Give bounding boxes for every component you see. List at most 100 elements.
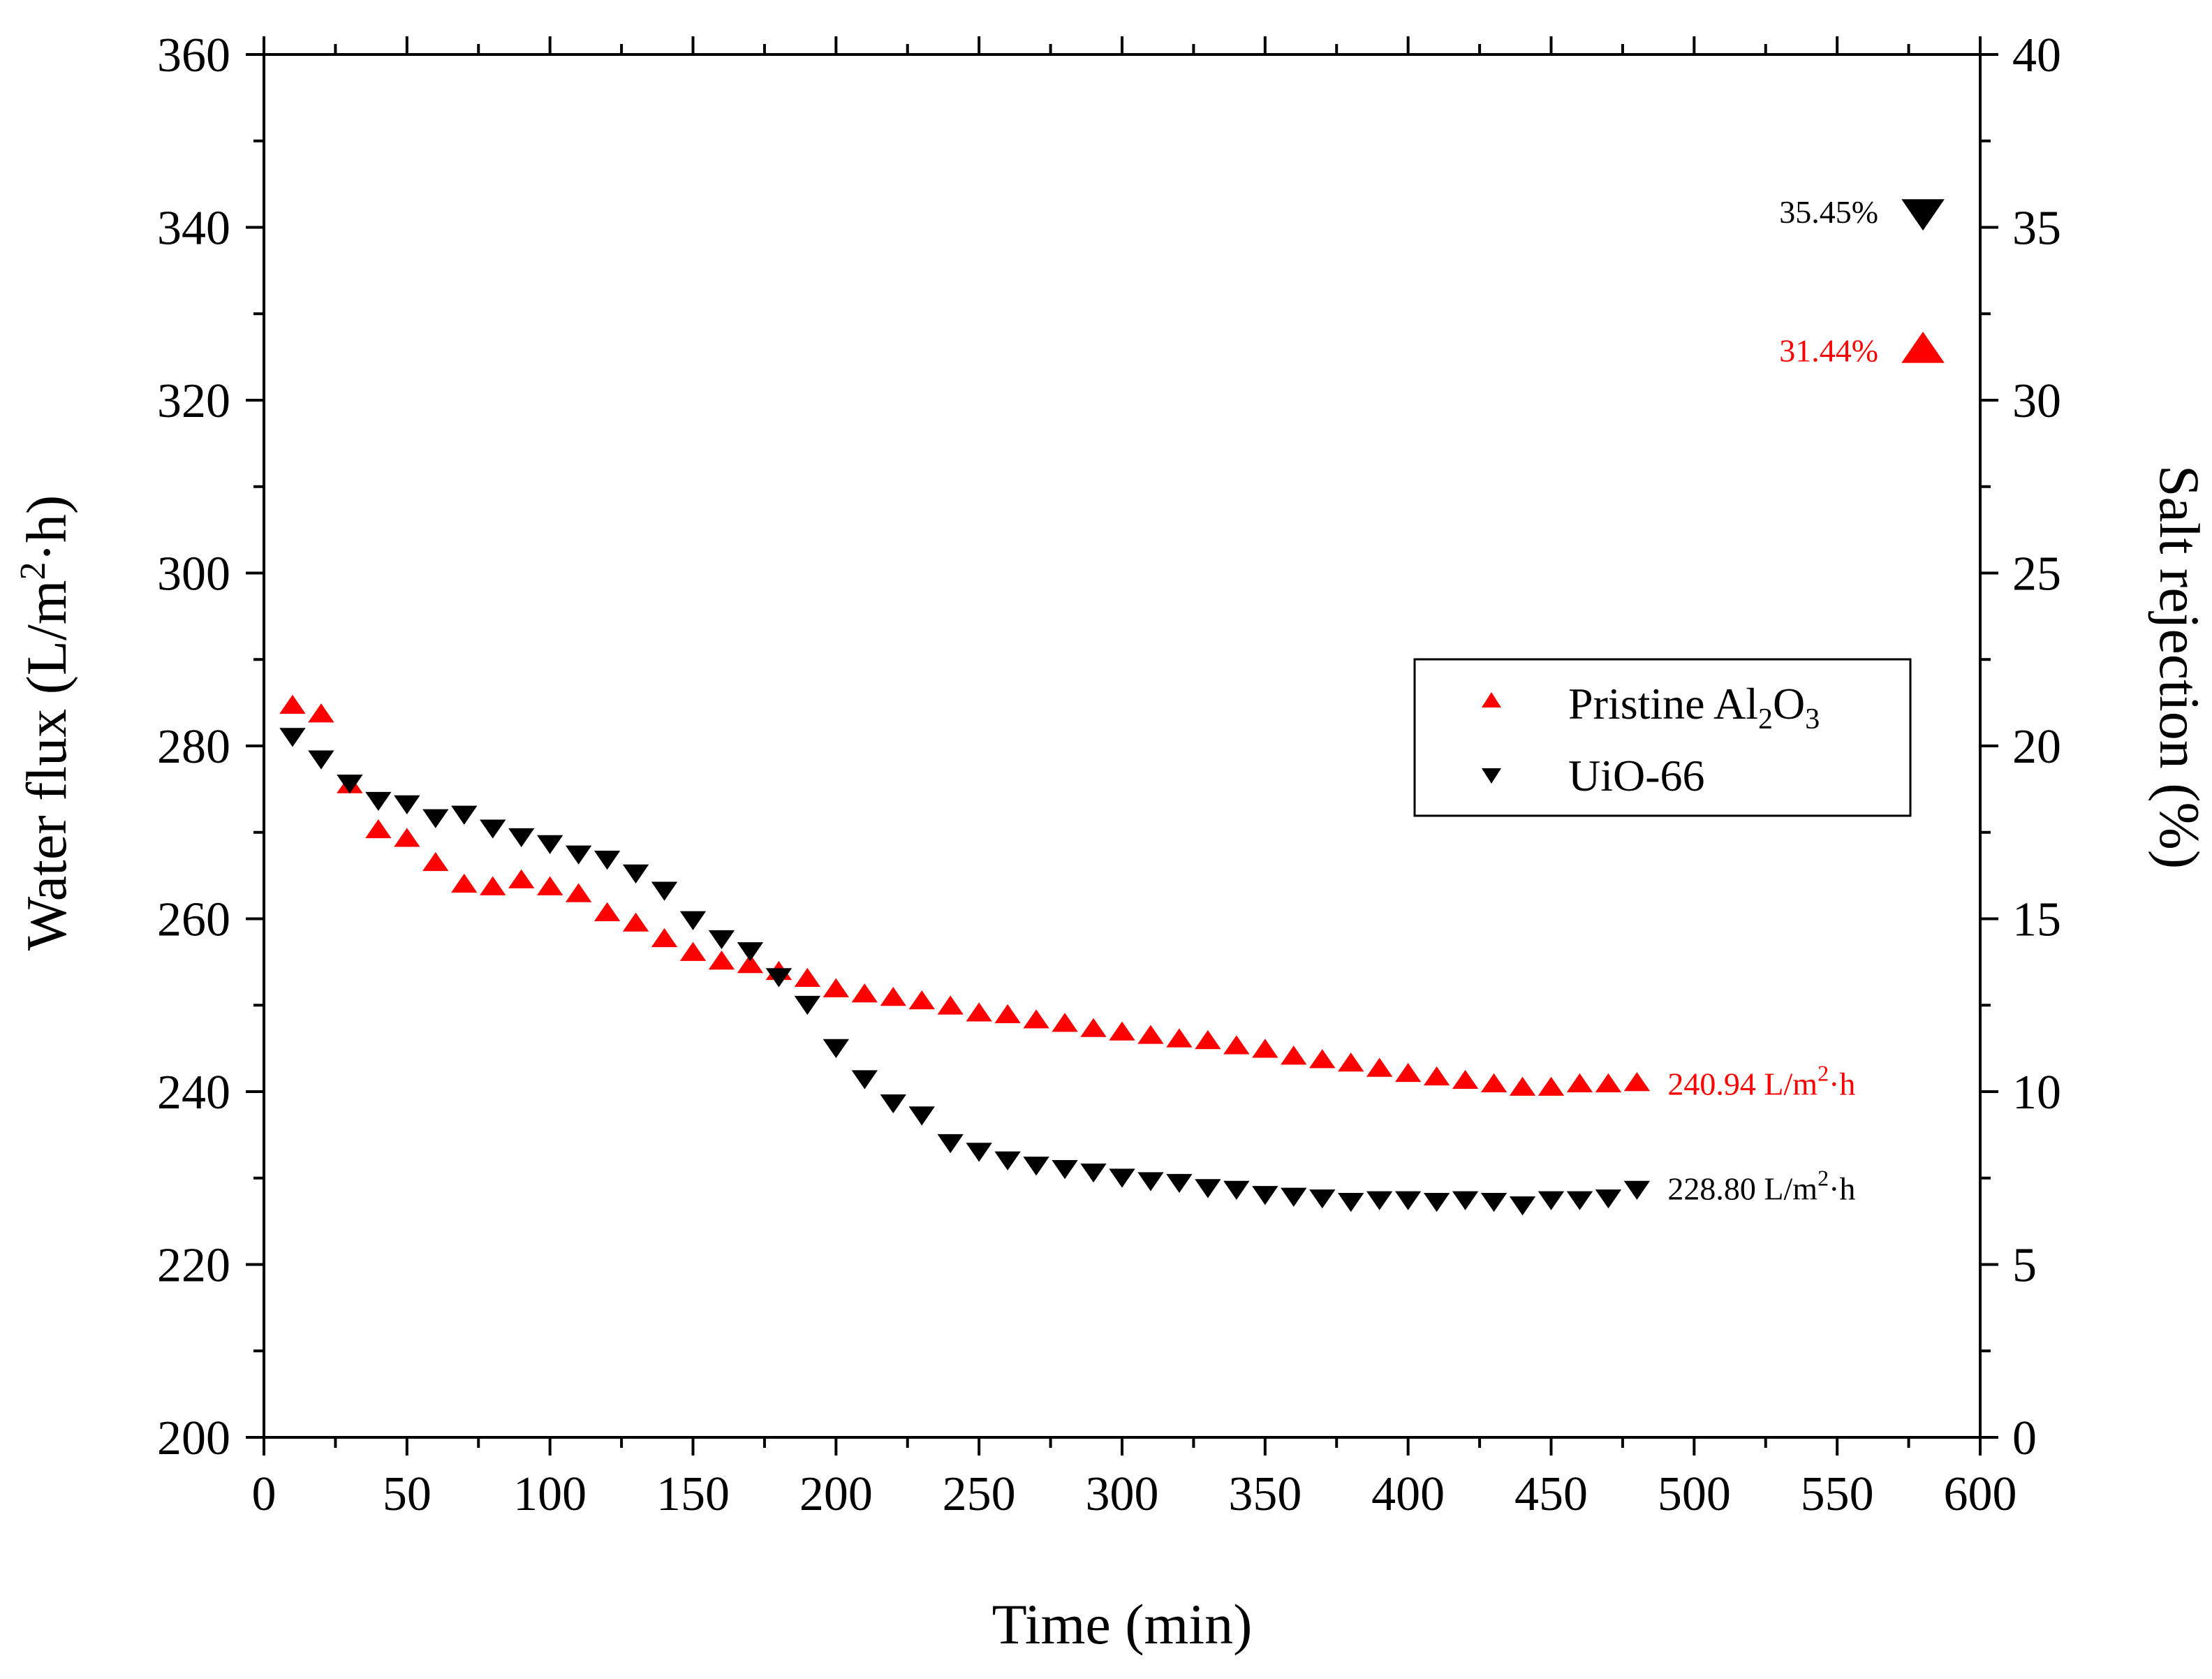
legend: Pristine Al2O3 UiO-66 (1413, 658, 1912, 817)
x-tick-label: 50 (383, 1467, 432, 1521)
y-right-tick-label: 15 (2012, 893, 2061, 947)
y-axis-right: 0 5 10 15 20 25 30 35 40 (1980, 29, 2061, 1465)
data-point (1052, 1160, 1078, 1180)
data-point (851, 1070, 878, 1090)
data-point (593, 902, 621, 921)
rejection-label: 35.45% (1779, 194, 1878, 230)
data-point (1566, 1191, 1593, 1210)
data-point (337, 775, 363, 794)
rejection-layer: 35.45% 31.44% (1779, 194, 1945, 369)
data-point (1166, 1028, 1193, 1048)
x-tick-label: 550 (1801, 1467, 1874, 1521)
legend-label-uio66: UiO-66 (1568, 751, 1705, 800)
y-right-tick-label: 35 (2012, 202, 2061, 256)
data-point (1252, 1039, 1278, 1058)
data-point (1538, 1076, 1565, 1096)
rejection-point (1901, 199, 1945, 231)
y-right-tick-label: 25 (2012, 548, 2061, 601)
data-point (508, 828, 535, 848)
data-point (651, 928, 678, 948)
y-right-tick-label: 0 (2012, 1412, 2037, 1465)
legend-label-pristine-main: Pristine Al (1568, 679, 1758, 728)
data-point (880, 987, 906, 1006)
legend-marker-uio66 (1482, 768, 1501, 784)
data-point (1195, 1179, 1221, 1198)
data-point (737, 954, 764, 974)
data-point (1566, 1073, 1593, 1092)
data-point (708, 930, 735, 950)
rejection-point (1901, 331, 1945, 363)
data-point (765, 968, 792, 988)
data-point (622, 864, 649, 884)
data-point (1338, 1193, 1364, 1212)
data-point (1423, 1066, 1450, 1086)
data-point (480, 819, 506, 839)
data-point (994, 1004, 1021, 1023)
flux-annotation-sup: 2 (1817, 1166, 1829, 1191)
data-point (1366, 1057, 1393, 1077)
flux-annotation-value: 240.94 L/m (1667, 1066, 1817, 1101)
y-left-tick-label: 280 (157, 720, 230, 774)
data-point (1109, 1021, 1135, 1041)
data-point (422, 851, 449, 872)
data-point (308, 750, 334, 770)
y-left-tick-label: 300 (157, 548, 230, 601)
x-tick-label: 450 (1514, 1467, 1588, 1521)
x-tick-label: 150 (656, 1467, 730, 1521)
series-layer (279, 694, 1651, 1216)
data-point (565, 883, 592, 902)
x-axis: 0 50 100 150 200 250 300 350 400 450 500 550 600 (252, 36, 2017, 1521)
rejection-label: 31.44% (1779, 333, 1878, 369)
legend-box (1413, 658, 1912, 817)
legend-marker-pristine (1482, 692, 1501, 707)
y-left-tick-label: 320 (157, 374, 230, 428)
flux-annotation-tail: ·h (1829, 1171, 1855, 1207)
data-point (536, 876, 563, 895)
legend-label-pristine-sub1: 2 (1758, 703, 1773, 735)
legend-label-pristine-mid: O (1773, 679, 1805, 728)
data-point (966, 1002, 992, 1022)
data-point (937, 995, 964, 1015)
data-point (508, 869, 535, 888)
data-point (708, 951, 735, 970)
data-point (880, 1094, 906, 1114)
data-point (1252, 1186, 1278, 1205)
y-axis-right-title: Salt rejection (%) (2148, 465, 2211, 869)
data-point (1137, 1172, 1164, 1192)
data-point (1195, 1029, 1221, 1050)
data-point (1080, 1163, 1107, 1183)
series-uio-66 (279, 728, 1651, 1216)
y-left-tick-label: 240 (157, 1066, 230, 1120)
y-axis-left-title-main: Water flux (L/m (15, 580, 78, 951)
data-point (565, 845, 592, 865)
data-point (480, 876, 506, 895)
legend-label-pristine: Pristine Al2O3 (1568, 679, 1820, 735)
data-point (651, 881, 678, 901)
data-point (1452, 1191, 1479, 1210)
data-point (1394, 1062, 1422, 1083)
data-point (1281, 1046, 1307, 1065)
x-tick-label: 400 (1371, 1467, 1445, 1521)
data-point (365, 819, 392, 839)
data-point (794, 967, 821, 988)
y-left-tick-label: 220 (157, 1239, 230, 1293)
y-right-tick-label: 40 (2012, 29, 2061, 82)
data-point (279, 728, 306, 747)
flux-annotation: 240.94 L/m2·h (1667, 1060, 1855, 1101)
y-left-tick-label: 200 (157, 1412, 230, 1465)
data-point (737, 942, 764, 962)
data-point (279, 694, 306, 714)
data-point (1309, 1049, 1336, 1069)
data-point (1309, 1189, 1336, 1209)
x-tick-label: 0 (252, 1467, 276, 1521)
data-point (1509, 1196, 1536, 1216)
data-point (1423, 1193, 1450, 1212)
data-point (966, 1143, 992, 1162)
data-point (1080, 1018, 1107, 1037)
data-point (908, 990, 935, 1010)
data-point (1109, 1168, 1135, 1188)
data-point (1538, 1191, 1565, 1210)
flux-annotation: 228.80 L/m2·h (1667, 1166, 1855, 1207)
